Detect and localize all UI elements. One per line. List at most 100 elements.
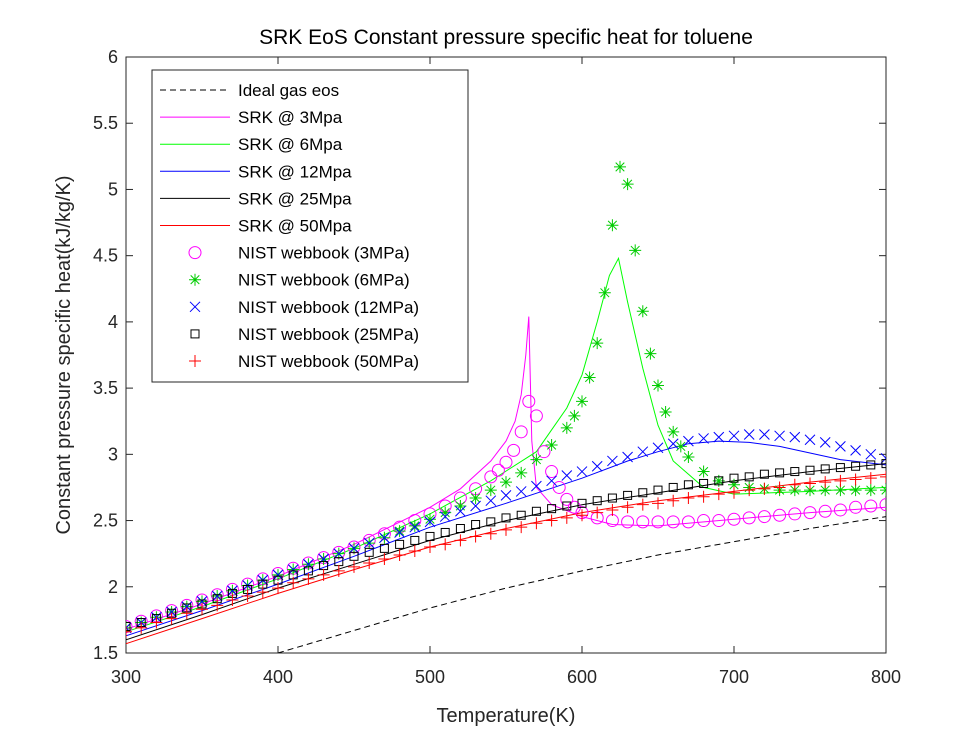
data-point [820,464,830,474]
x-tick-label: 600 [567,667,597,687]
data-point [652,442,664,454]
data-point [501,513,511,523]
data-point [379,532,390,544]
data-point [636,515,650,529]
data-point [775,468,785,478]
data-point [644,347,657,360]
data-point [682,492,695,505]
legend-label: Ideal gas eos [238,81,339,100]
data-point [757,510,771,524]
data-point [302,572,315,585]
legend-label: SRK @ 6Mpa [238,135,343,154]
data-point [241,590,254,603]
legend-swatch-nist-webbook-3mpa [188,246,202,260]
data-point [659,405,672,418]
data-point [713,431,725,443]
data-point [126,625,132,638]
legend-swatch-nist-webbook-12mpa [189,301,201,313]
data-point [522,394,536,408]
data-point [181,601,193,612]
data-point [835,463,845,473]
data-point [515,486,527,497]
data-point [531,506,541,516]
data-point [576,395,588,408]
series-line-srk-3mpa [126,316,886,630]
data-point [424,541,436,554]
data-point [607,493,617,503]
legend-label: NIST webbook (12MPa) [238,298,419,317]
data-point [881,459,886,469]
series-line-srk-12mpa [126,440,886,637]
data-point [514,425,528,439]
data-point [349,551,359,561]
data-point [773,508,787,522]
data-point [788,507,802,521]
series-markers-nist-webbook-25mpa [126,459,886,632]
data-point [410,535,420,545]
x-tick-label: 800 [871,667,901,687]
data-point [439,538,452,551]
legend-label: NIST webbook (3MPa) [238,244,410,263]
data-point [629,244,642,257]
data-point [500,476,512,489]
data-point [409,521,421,533]
data-point [440,527,450,537]
data-point [408,519,421,532]
data-point [759,429,770,440]
data-point [598,286,611,299]
data-point [835,441,846,452]
y-tick-label: 3.5 [93,378,118,398]
data-point [727,512,741,526]
data-point [515,466,528,479]
data-point [803,506,817,520]
data-point [834,474,847,487]
data-point [667,438,679,450]
data-point [287,576,300,589]
data-point [621,178,634,191]
data-point [652,379,664,392]
data-point [697,490,710,503]
data-point [637,446,649,458]
data-point [333,548,345,560]
legend-label: SRK @ 3Mpa [238,108,343,127]
data-point [653,485,663,495]
data-point [607,455,618,467]
data-point [714,476,724,486]
data-point [499,455,513,469]
data-point [773,481,786,494]
data-point [363,556,376,569]
data-point [698,433,709,444]
data-point [470,500,481,512]
data-point [805,465,815,475]
plot-content [126,160,886,653]
y-axis-label: Constant pressure specific heat(kJ/kg/K) [53,175,75,534]
data-point [318,553,329,565]
data-point [469,492,482,505]
data-point [150,616,163,629]
data-point [849,484,862,497]
data-point [364,547,374,557]
data-point [180,607,193,620]
x-tick-label: 500 [415,667,445,687]
data-point [774,430,785,442]
data-point [864,484,877,497]
data-point [636,498,649,511]
data-point [166,606,177,618]
data-point [742,511,756,525]
data-point [317,568,330,581]
data-point [683,435,694,447]
data-point [484,527,497,540]
y-tick-label: 4 [108,312,118,332]
data-point [699,478,709,488]
y-tick-label: 5 [108,179,118,199]
data-point [454,534,467,547]
series-line-srk-25mpa [126,463,886,641]
data-point [126,622,132,634]
x-axis-label: Temperature(K) [437,705,576,727]
series-line-ideal-gas-eos [277,516,886,653]
data-point [469,530,482,543]
data-point [667,425,680,438]
data-point [211,590,223,602]
data-point [484,470,498,484]
